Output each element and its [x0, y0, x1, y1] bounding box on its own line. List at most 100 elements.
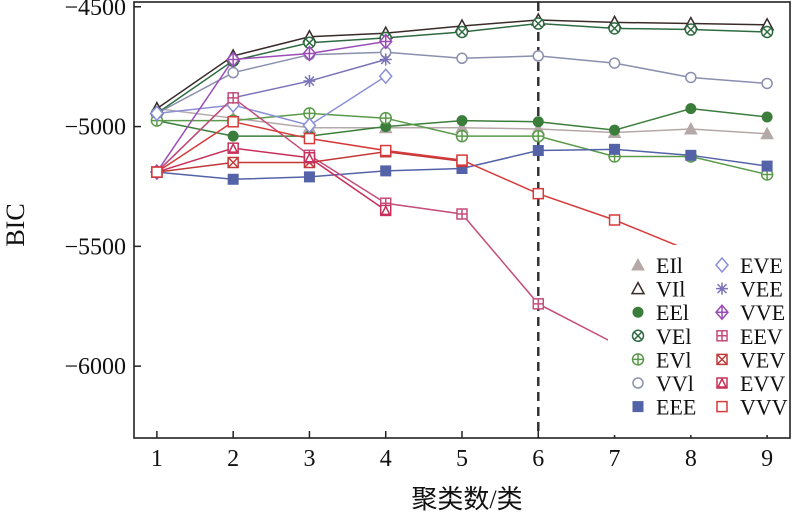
legend-label-vee: VEE — [740, 277, 783, 302]
legend-label-vei: VEl — [656, 324, 691, 349]
x-tick-label: 5 — [456, 446, 468, 472]
x-tick-label: 2 — [227, 446, 239, 472]
legend-marker-eee — [632, 401, 644, 413]
x-tick-label: 3 — [303, 446, 315, 472]
point-eve — [378, 68, 393, 85]
point-vvi — [685, 71, 697, 84]
x-tick-label: 8 — [685, 446, 697, 472]
x-axis-label: 聚类数/类 — [411, 485, 522, 514]
point-vvv — [227, 116, 239, 128]
legend-label-evi: EVl — [656, 347, 691, 372]
legend-marker-eev — [716, 330, 728, 342]
point-eve — [149, 105, 164, 122]
point-vei — [760, 25, 774, 39]
point-vvv — [608, 214, 621, 226]
point-eei — [761, 111, 773, 123]
point-evi — [455, 129, 469, 143]
point-vvv — [303, 132, 316, 145]
y-tick-label: −5500 — [64, 234, 126, 260]
y-tick-label: −4500 — [64, 0, 126, 21]
legend-label-evv: EVV — [740, 371, 785, 396]
point-vee — [303, 75, 316, 88]
point-eee — [685, 149, 697, 161]
point-vvv — [151, 166, 163, 178]
point-vei — [455, 25, 469, 39]
legend-marker-eei — [632, 306, 644, 318]
point-vvi — [456, 52, 468, 65]
point-vvv — [379, 144, 392, 157]
legend-label-vvv: VVV — [740, 395, 788, 420]
legend-label-vii: VIl — [656, 277, 685, 302]
point-eei — [456, 115, 468, 127]
legend-marker-vvi — [632, 377, 644, 389]
axes: 1 2 3 4 5 6 7 8 9 −4500 −5000 −5500 −6000 — [64, 0, 773, 472]
series-markers — [149, 12, 775, 350]
point-evi — [379, 111, 392, 125]
x-tick-label: 6 — [532, 446, 544, 472]
y-axis-label: BIC — [1, 203, 30, 246]
legend-label-vev: VEV — [740, 347, 785, 372]
point-vve — [378, 33, 393, 50]
legend-marker-eve — [715, 256, 729, 274]
point-vee — [379, 53, 392, 66]
point-evv — [303, 151, 316, 164]
point-eei — [227, 130, 239, 142]
legend-marker-eii — [631, 257, 645, 271]
y-tick-label: −6000 — [64, 354, 126, 380]
point-eee — [532, 145, 544, 157]
y-tick-label: −5000 — [64, 115, 126, 141]
point-eei — [609, 124, 621, 136]
series-line-evv — [156, 147, 387, 212]
point-vei — [532, 17, 545, 30]
point-eee — [303, 171, 315, 183]
point-eev — [532, 298, 545, 310]
legend-label-vve: VVE — [740, 300, 785, 325]
series-line-vve — [156, 40, 386, 173]
legend-label-eii: EIl — [656, 253, 683, 278]
point-vvv — [532, 187, 545, 200]
legend-marker-vii — [630, 281, 646, 295]
point-vve — [226, 51, 241, 68]
series-line-vvv — [156, 120, 692, 252]
legend-marker-evi — [631, 353, 645, 366]
point-vvv — [456, 154, 468, 166]
point-eei — [685, 103, 697, 115]
point-eev — [456, 208, 468, 220]
point-vev — [227, 156, 239, 169]
series-line-eve — [156, 75, 387, 127]
point-evi — [303, 107, 316, 120]
x-tick-label: 1 — [151, 446, 163, 472]
point-vvi — [227, 66, 239, 79]
point-vei — [684, 23, 698, 36]
legend-label-vvi: VVl — [656, 371, 694, 396]
point-eii — [683, 121, 698, 135]
point-eei — [532, 116, 544, 128]
x-tick-label: 7 — [609, 446, 621, 472]
legend-marker-vve — [715, 304, 729, 321]
point-vvi — [608, 57, 621, 69]
point-eee — [380, 165, 392, 177]
legend-label-eei: EEl — [656, 300, 689, 325]
point-eii — [760, 126, 774, 140]
legend-marker-vev — [716, 353, 728, 366]
legend-marker-vvv — [716, 400, 728, 413]
point-eee — [609, 143, 621, 155]
point-vei — [608, 22, 621, 35]
legend-marker-vei — [631, 329, 645, 343]
legend-label-eev: EEV — [740, 324, 783, 349]
point-eve — [302, 117, 317, 134]
point-eev — [227, 92, 239, 104]
point-vve — [302, 45, 317, 62]
legend-marker-vee — [716, 282, 728, 295]
point-eee — [227, 173, 239, 185]
x-tick-label: 9 — [761, 446, 773, 472]
point-evv — [379, 204, 392, 217]
point-evi — [532, 129, 545, 143]
point-eee — [761, 160, 773, 172]
x-tick-label: 4 — [380, 446, 392, 472]
legend-label-eve: EVE — [740, 253, 783, 278]
legend-label-eee: EEE — [656, 395, 696, 420]
legend-marker-evv — [716, 377, 728, 389]
